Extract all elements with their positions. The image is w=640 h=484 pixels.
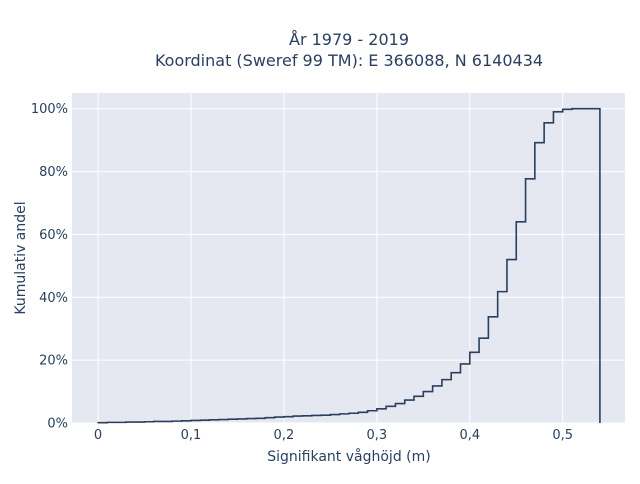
y-tick-label: 40% [39,291,68,306]
chart-subtitle: Koordinat (Sweref 99 TM): E 366088, N 61… [155,51,543,70]
y-tick-label: 60% [39,228,68,243]
x-tick-label: 0,4 [459,428,480,443]
y-axis-title: Kumulativ andel [13,201,29,314]
y-tick-label: 20% [39,354,68,369]
series-layer [97,107,601,424]
chart-title: År 1979 - 2019 [289,30,409,49]
x-tick-label: 0,5 [552,428,573,443]
x-tick-label: 0,2 [274,428,295,443]
x-axis-ticks: 0 0,1 0,2 0,3 0,4 0,5 [94,428,573,443]
series-step-line [97,107,601,424]
y-tick-label: 80% [39,165,68,180]
grid-lines [72,93,625,424]
x-tick-label: 0,3 [367,428,388,443]
y-axis-ticks: 0% 20% 40% 60% 80% 100% [31,102,68,431]
x-tick-label: 0 [94,428,102,443]
y-tick-label: 100% [31,102,68,117]
x-tick-label: 0,1 [181,428,202,443]
y-tick-label: 0% [47,417,68,432]
x-axis-title: Signifikant våghöjd (m) [267,448,430,465]
plot-area [72,93,625,423]
